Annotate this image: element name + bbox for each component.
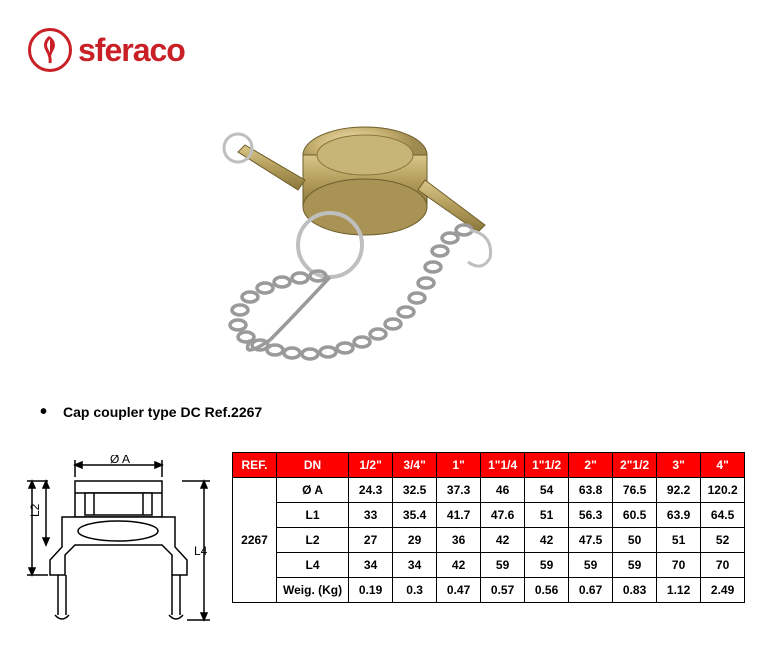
spec-table-cell: 120.2 — [701, 478, 745, 503]
spec-table-cell: 63.9 — [657, 503, 701, 528]
spec-table-cell: 63.8 — [569, 478, 613, 503]
spec-table-cell: 35.4 — [393, 503, 437, 528]
spec-table-cell: 60.5 — [613, 503, 657, 528]
spec-table-cell: 42 — [437, 553, 481, 578]
spec-table-cell: 37.3 — [437, 478, 481, 503]
spec-table-label-cell: Ø A — [277, 478, 349, 503]
spec-table-cell: 92.2 — [657, 478, 701, 503]
spec-table-cell: 54 — [525, 478, 569, 503]
spec-table-header-cell: 1" — [437, 453, 481, 478]
product-title-row: • Cap coupler type DC Ref.2267 — [40, 402, 262, 422]
product-photo — [150, 90, 530, 380]
spec-table-header-cell: 2"1/2 — [613, 453, 657, 478]
spec-table-cell: 59 — [613, 553, 657, 578]
spec-table-row: L13335.441.747.65156.360.563.964.5 — [233, 503, 745, 528]
spec-table-header-cell: 1/2" — [349, 453, 393, 478]
spec-table-label-cell: Weig. (Kg) — [277, 578, 349, 603]
spec-table-cell: 0.56 — [525, 578, 569, 603]
spec-table-label-cell: L4 — [277, 553, 349, 578]
diagram-label-l4: L4 — [194, 544, 208, 558]
spec-table-cell: 52 — [701, 528, 745, 553]
diagram-label-l2: L2 — [28, 503, 42, 517]
spec-table-cell: 0.83 — [613, 578, 657, 603]
spec-table-cell: 33 — [349, 503, 393, 528]
spec-table-cell: 70 — [657, 553, 701, 578]
spec-table-cell: 0.67 — [569, 578, 613, 603]
spec-table-cell: 42 — [481, 528, 525, 553]
spec-table-cell: 27 — [349, 528, 393, 553]
spec-table-cell: 59 — [481, 553, 525, 578]
spec-table-header-row: REF.DN1/2"3/4"1"1"1/41"1/22"2"1/23"4" — [233, 453, 745, 478]
product-title: Cap coupler type DC Ref.2267 — [63, 404, 262, 420]
spec-table-cell: 46 — [481, 478, 525, 503]
spec-table-header-cell: REF. — [233, 453, 277, 478]
spec-table-header-cell: 2" — [569, 453, 613, 478]
spec-table-cell: 36 — [437, 528, 481, 553]
spec-table-body: 2267Ø A24.332.537.3465463.876.592.2120.2… — [233, 478, 745, 603]
spec-table-cell: 76.5 — [613, 478, 657, 503]
spec-table-header-cell: 1"1/2 — [525, 453, 569, 478]
bullet-icon: • — [40, 402, 47, 422]
spec-table-header-cell: 1"1/4 — [481, 453, 525, 478]
brand-name: sferaco — [78, 32, 185, 69]
spec-table-cell: 29 — [393, 528, 437, 553]
spec-table-cell: 32.5 — [393, 478, 437, 503]
spec-table-cell: 51 — [657, 528, 701, 553]
spec-table-cell: 51 — [525, 503, 569, 528]
spec-table-cell: 2.49 — [701, 578, 745, 603]
spec-table-cell: 34 — [349, 553, 393, 578]
spec-table-cell: 1.12 — [657, 578, 701, 603]
spec-table-label-cell: L2 — [277, 528, 349, 553]
spec-table-cell: 47.6 — [481, 503, 525, 528]
spec-table-cell: 41.7 — [437, 503, 481, 528]
spec-table-row: 2267Ø A24.332.537.3465463.876.592.2120.2 — [233, 478, 745, 503]
diagram-label-l1: L1 — [22, 519, 25, 533]
spec-table-cell: 64.5 — [701, 503, 745, 528]
spec-table-cell: 47.5 — [569, 528, 613, 553]
spec-table-cell: 24.3 — [349, 478, 393, 503]
brand-logo: sferaco — [28, 28, 185, 72]
spec-table-cell: 0.3 — [393, 578, 437, 603]
spec-table-cell: 0.47 — [437, 578, 481, 603]
spec-table-cell: 0.57 — [481, 578, 525, 603]
spec-table-cell: 59 — [525, 553, 569, 578]
spec-table: REF.DN1/2"3/4"1"1"1/41"1/22"2"1/23"4" 22… — [232, 452, 745, 603]
spec-table-cell: 0.19 — [349, 578, 393, 603]
spec-table-row: Weig. (Kg)0.190.30.470.570.560.670.831.1… — [233, 578, 745, 603]
spec-table-cell: 59 — [569, 553, 613, 578]
logo-mark-icon — [28, 28, 72, 72]
spec-table-row: L2272936424247.5505152 — [233, 528, 745, 553]
spec-table-cell: 50 — [613, 528, 657, 553]
spec-table-cell: 34 — [393, 553, 437, 578]
diagram-label-oa: Ø A — [110, 455, 130, 466]
spec-table-cell: 42 — [525, 528, 569, 553]
spec-table-header-cell: 3/4" — [393, 453, 437, 478]
spec-table-header-cell: DN — [277, 453, 349, 478]
spec-table-cell: 56.3 — [569, 503, 613, 528]
spec-table-label-cell: L1 — [277, 503, 349, 528]
spec-table-cell: 70 — [701, 553, 745, 578]
technical-diagram: Ø A L1 L2 L4 — [22, 455, 217, 625]
spec-table-ref-cell: 2267 — [233, 478, 277, 603]
spec-table-header-cell: 4" — [701, 453, 745, 478]
spec-table-row: L4343442595959597070 — [233, 553, 745, 578]
spec-table-header-cell: 3" — [657, 453, 701, 478]
